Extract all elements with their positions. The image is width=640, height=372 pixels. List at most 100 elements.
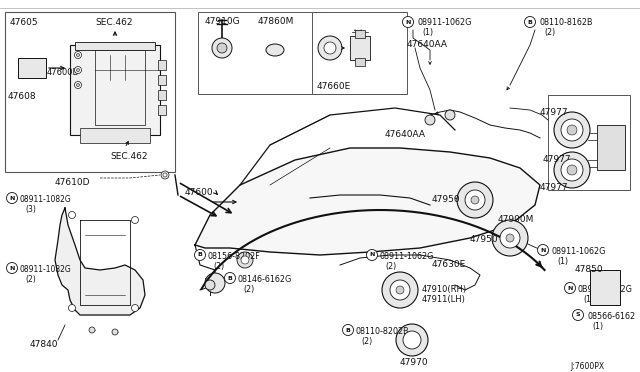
Polygon shape <box>55 208 145 315</box>
Circle shape <box>390 280 410 300</box>
Circle shape <box>471 196 479 204</box>
Circle shape <box>554 152 590 188</box>
Text: N: N <box>405 19 411 25</box>
Bar <box>18 58 46 78</box>
Circle shape <box>567 125 577 135</box>
Circle shape <box>396 286 404 294</box>
Text: 47910(RH): 47910(RH) <box>422 285 467 294</box>
Text: 47977: 47977 <box>543 155 572 164</box>
Text: 08911-1062G: 08911-1062G <box>417 18 472 27</box>
Circle shape <box>324 42 336 54</box>
Circle shape <box>561 119 583 141</box>
Circle shape <box>445 110 455 120</box>
Text: 47977: 47977 <box>540 183 568 192</box>
Text: (2): (2) <box>385 262 396 271</box>
Text: S: S <box>576 312 580 317</box>
Text: 47608: 47608 <box>8 92 36 101</box>
Text: ←→: ←→ <box>354 27 364 32</box>
Circle shape <box>225 273 236 283</box>
Circle shape <box>205 273 225 293</box>
Circle shape <box>382 272 418 308</box>
Bar <box>80 128 150 143</box>
Bar <box>590 270 620 305</box>
Bar <box>70 45 160 135</box>
Circle shape <box>161 171 169 179</box>
Circle shape <box>403 331 421 349</box>
Bar <box>158 105 166 115</box>
Circle shape <box>564 282 575 294</box>
Text: 47840: 47840 <box>30 340 58 349</box>
Text: 47640AA: 47640AA <box>407 40 448 49</box>
Text: SEC.462: SEC.462 <box>110 152 147 161</box>
Circle shape <box>538 244 548 256</box>
Circle shape <box>573 310 584 321</box>
Circle shape <box>195 250 205 260</box>
Bar <box>158 90 166 100</box>
Circle shape <box>567 165 577 175</box>
Circle shape <box>74 67 81 74</box>
Text: 47605: 47605 <box>10 18 38 27</box>
Text: (2): (2) <box>361 337 372 346</box>
Text: B: B <box>228 276 232 280</box>
Text: 47977: 47977 <box>540 108 568 117</box>
Bar <box>312 12 407 94</box>
Text: (1): (1) <box>422 28 433 37</box>
Text: (2): (2) <box>544 28 556 37</box>
Circle shape <box>205 280 215 290</box>
Text: 08911-1062G: 08911-1062G <box>380 252 435 261</box>
Circle shape <box>68 212 76 218</box>
Circle shape <box>465 190 485 210</box>
Circle shape <box>217 43 227 53</box>
Circle shape <box>74 81 81 89</box>
Text: N: N <box>10 266 15 270</box>
Bar <box>355 58 365 66</box>
Circle shape <box>457 182 493 218</box>
Circle shape <box>425 115 435 125</box>
Text: B: B <box>527 19 532 25</box>
Circle shape <box>77 54 79 57</box>
Text: 47950: 47950 <box>432 195 461 204</box>
Bar <box>597 125 625 170</box>
Text: (3): (3) <box>25 205 36 214</box>
Circle shape <box>492 220 528 256</box>
Text: (2): (2) <box>243 285 254 294</box>
Text: 0B911-1062G: 0B911-1062G <box>578 285 633 294</box>
Text: J:7600PX: J:7600PX <box>570 362 604 371</box>
Text: 47640AA: 47640AA <box>385 130 426 139</box>
Bar <box>158 60 166 70</box>
Text: 47900M: 47900M <box>498 215 534 224</box>
Text: B: B <box>346 327 351 333</box>
Text: 47911(LH): 47911(LH) <box>422 295 466 304</box>
Text: N: N <box>10 196 15 201</box>
Text: 47610D: 47610D <box>55 178 90 187</box>
Circle shape <box>74 51 81 58</box>
Circle shape <box>396 324 428 356</box>
Text: (2): (2) <box>25 275 36 284</box>
Text: 08911-1062G: 08911-1062G <box>552 247 606 256</box>
Circle shape <box>318 36 342 60</box>
Text: 08110-8162B: 08110-8162B <box>539 18 593 27</box>
Text: 08911-1082G: 08911-1082G <box>20 195 72 204</box>
Circle shape <box>68 305 76 311</box>
Circle shape <box>212 38 232 58</box>
Circle shape <box>561 159 583 181</box>
Text: 47660E: 47660E <box>317 82 351 91</box>
Text: (1): (1) <box>557 257 568 266</box>
Text: N: N <box>540 247 546 253</box>
Text: (2): (2) <box>213 262 224 271</box>
Circle shape <box>500 228 520 248</box>
Circle shape <box>77 83 79 87</box>
Ellipse shape <box>266 44 284 56</box>
Bar <box>355 30 365 38</box>
Circle shape <box>77 68 79 71</box>
Text: 08156-8202F: 08156-8202F <box>208 252 260 261</box>
Text: 08566-6162: 08566-6162 <box>587 312 635 321</box>
Circle shape <box>403 16 413 28</box>
Circle shape <box>554 112 590 148</box>
Circle shape <box>342 324 353 336</box>
Circle shape <box>131 305 138 311</box>
Circle shape <box>367 250 378 260</box>
Circle shape <box>112 329 118 335</box>
Circle shape <box>6 263 17 273</box>
Text: 47910G: 47910G <box>205 17 241 26</box>
